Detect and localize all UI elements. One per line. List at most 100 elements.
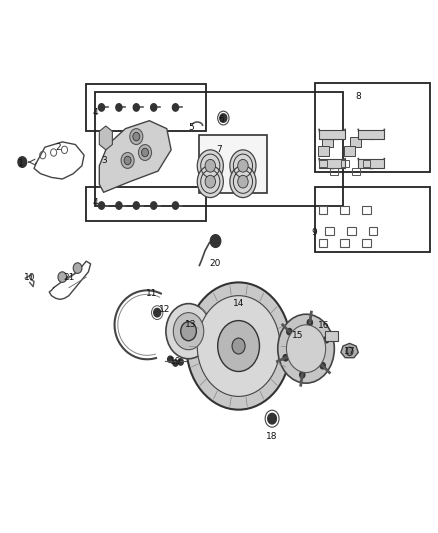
Circle shape <box>307 319 312 326</box>
Bar <box>363 160 371 167</box>
Text: 2: 2 <box>55 143 61 152</box>
Bar <box>330 168 338 175</box>
Bar <box>319 130 345 139</box>
Circle shape <box>192 316 197 321</box>
Text: 4: 4 <box>92 198 98 207</box>
Text: 18: 18 <box>265 432 277 441</box>
Circle shape <box>186 282 291 410</box>
Circle shape <box>180 342 185 346</box>
Bar <box>322 136 333 147</box>
Text: 16: 16 <box>318 321 329 330</box>
Bar <box>369 227 378 235</box>
Bar <box>319 160 327 167</box>
Circle shape <box>229 328 234 334</box>
Text: 21: 21 <box>63 272 74 281</box>
Polygon shape <box>99 126 113 150</box>
Circle shape <box>205 175 215 188</box>
Bar <box>341 160 349 167</box>
Text: 4: 4 <box>92 108 98 117</box>
Circle shape <box>124 156 131 165</box>
Circle shape <box>141 148 148 157</box>
Circle shape <box>238 175 248 188</box>
Circle shape <box>192 342 197 346</box>
Circle shape <box>229 358 234 365</box>
Circle shape <box>268 414 276 424</box>
Text: 13: 13 <box>185 320 197 329</box>
Circle shape <box>166 304 211 359</box>
Bar <box>315 187 430 252</box>
Text: 19: 19 <box>170 358 181 367</box>
Circle shape <box>218 320 259 372</box>
Circle shape <box>232 338 245 354</box>
Bar <box>350 136 361 147</box>
Circle shape <box>151 202 157 209</box>
Circle shape <box>197 150 223 182</box>
Text: 15: 15 <box>292 331 303 340</box>
Text: 9: 9 <box>312 228 318 237</box>
Text: 3: 3 <box>101 156 106 165</box>
Bar <box>319 239 327 247</box>
Circle shape <box>18 157 27 167</box>
Bar <box>358 159 385 168</box>
Bar <box>325 331 338 341</box>
Bar <box>319 206 327 214</box>
Circle shape <box>121 152 134 168</box>
Circle shape <box>238 159 248 172</box>
Text: 10: 10 <box>24 272 35 281</box>
Text: 5: 5 <box>188 123 194 132</box>
Circle shape <box>220 114 227 122</box>
Text: 6: 6 <box>218 115 224 124</box>
Circle shape <box>133 202 139 209</box>
Bar <box>358 130 385 139</box>
Circle shape <box>173 360 178 366</box>
Circle shape <box>181 321 196 341</box>
Bar <box>362 239 371 247</box>
Circle shape <box>133 132 140 141</box>
Circle shape <box>138 144 152 160</box>
Bar <box>86 187 206 221</box>
Bar <box>315 83 430 172</box>
Circle shape <box>324 336 329 343</box>
Text: 14: 14 <box>233 299 244 308</box>
Circle shape <box>116 202 122 209</box>
Bar <box>95 92 343 206</box>
Bar <box>347 227 356 235</box>
Text: 12: 12 <box>159 305 170 314</box>
Circle shape <box>243 358 248 365</box>
Bar <box>344 146 355 156</box>
Circle shape <box>173 104 179 111</box>
Circle shape <box>174 328 179 334</box>
Bar <box>340 239 349 247</box>
Bar <box>340 206 349 214</box>
Circle shape <box>180 316 185 321</box>
Circle shape <box>251 343 255 349</box>
Polygon shape <box>341 343 358 358</box>
Circle shape <box>320 362 325 369</box>
Bar <box>86 84 206 131</box>
Circle shape <box>286 325 325 373</box>
Circle shape <box>205 159 215 172</box>
Bar <box>199 135 267 193</box>
Text: 20: 20 <box>209 260 220 268</box>
Circle shape <box>73 263 82 273</box>
Bar <box>319 159 345 168</box>
Circle shape <box>178 359 184 365</box>
Circle shape <box>130 128 143 144</box>
Circle shape <box>230 166 256 198</box>
Circle shape <box>173 202 179 209</box>
Bar <box>362 206 371 214</box>
Text: 11: 11 <box>146 288 157 297</box>
Text: 7: 7 <box>216 146 222 155</box>
Bar <box>318 146 328 156</box>
Circle shape <box>222 343 227 349</box>
Circle shape <box>58 272 67 282</box>
Circle shape <box>173 313 204 350</box>
Circle shape <box>116 104 122 111</box>
Circle shape <box>243 328 248 334</box>
Circle shape <box>154 309 161 317</box>
Bar <box>325 227 334 235</box>
Circle shape <box>210 235 221 247</box>
Circle shape <box>283 354 288 361</box>
Text: 1: 1 <box>18 159 24 167</box>
Bar <box>352 168 360 175</box>
